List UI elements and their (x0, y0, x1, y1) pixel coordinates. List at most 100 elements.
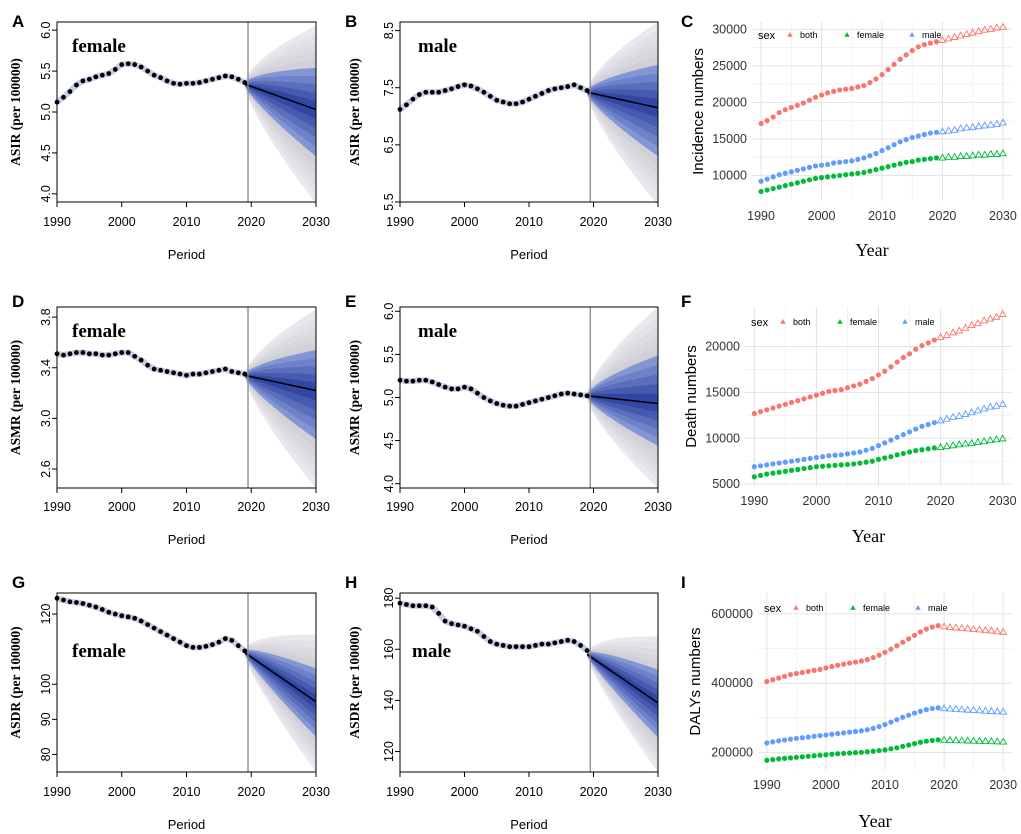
observed-point (820, 454, 826, 460)
x-tick-label: 2000 (451, 785, 479, 799)
observed-point (805, 734, 811, 740)
observed-point (909, 47, 915, 54)
observed-point (832, 462, 838, 468)
predicted-point (962, 151, 971, 160)
observed-point (906, 742, 912, 748)
observed-point (885, 145, 891, 151)
observed-point (864, 657, 870, 663)
observed-point (919, 447, 925, 453)
observed-point (876, 652, 882, 658)
predicted-point (980, 25, 989, 33)
observed-point (449, 386, 454, 392)
y-tick-label: 6.5 (382, 136, 396, 153)
legend-item-label: both (800, 30, 818, 40)
observed-point (870, 725, 876, 731)
observed-point (203, 78, 209, 84)
x-tick-label: 2010 (173, 215, 201, 229)
panel-i: I 1990 2000 2010 2020 2030 200000 400000 600000 Y… (681, 573, 1017, 831)
observed-point (770, 461, 776, 467)
observed-band (55, 60, 247, 105)
observed-point (795, 466, 801, 473)
panel-b: B 1990 2000 2010 2020 2030 5.5 6.5 7.5 8.5 Period A… (345, 12, 672, 262)
observed-point (882, 455, 888, 461)
y-tick-label: 90 (39, 712, 53, 726)
observed-point (442, 618, 448, 624)
predicted-point (987, 706, 996, 714)
observed-point (857, 381, 863, 387)
observed-point (423, 89, 429, 95)
forecast-band (587, 653, 658, 717)
observed-point (811, 667, 817, 673)
observed-point (900, 714, 906, 720)
observed-point (829, 751, 835, 757)
predicted-point (969, 705, 978, 713)
observed-point (119, 62, 125, 67)
observed-point (863, 459, 869, 465)
observed-point (917, 739, 924, 745)
observed-point (138, 618, 144, 624)
predicted-point (949, 412, 958, 420)
predicted-point (992, 401, 1001, 409)
observed-point (888, 746, 894, 752)
series-female (751, 434, 1007, 480)
y-tick-label: 20000 (712, 95, 747, 109)
observed-point (900, 743, 906, 750)
predicted-point (945, 622, 954, 630)
observed-point (858, 728, 864, 734)
observed-point (818, 92, 825, 98)
predicted-point (987, 626, 996, 634)
series-both (764, 622, 1008, 685)
y-tick-label: 5.0 (382, 389, 396, 406)
observed-point (770, 470, 776, 476)
x-axis-label: Year (852, 526, 885, 546)
observed-point (867, 153, 873, 159)
observed-point (805, 753, 811, 759)
predicted-point (950, 32, 959, 40)
panel-label: H (345, 573, 357, 592)
y-tick-label: 4.5 (39, 144, 53, 161)
predicted-point (999, 707, 1008, 715)
observed-point (906, 429, 913, 435)
observed-point (879, 147, 885, 154)
observed-point (813, 464, 820, 470)
observed-point (925, 446, 931, 452)
observed-point (500, 643, 506, 648)
predicted-point (973, 437, 982, 446)
x-tick-label: 2020 (930, 778, 958, 792)
predicted-point (986, 436, 995, 444)
observed-point (897, 161, 903, 167)
observed-point (863, 447, 869, 453)
observed-point (838, 462, 844, 468)
observed-point (921, 156, 927, 162)
observed-point (770, 174, 776, 180)
predicted-point (975, 736, 984, 744)
x-tick-label: 1990 (43, 215, 71, 229)
panel-g: G 1990 2000 2010 2020 2030 80 90 100 120 Period ASD… (8, 573, 330, 832)
observed-point (807, 465, 813, 471)
observed-point (882, 747, 888, 753)
panel-inline-title: female (72, 321, 126, 342)
observed-point (93, 74, 99, 80)
observed-point (909, 134, 915, 141)
predicted-point (992, 435, 1001, 443)
predicted-point (981, 625, 990, 634)
predicted-point (980, 436, 989, 445)
x-tick-label: 2000 (108, 785, 136, 799)
observed-point (416, 92, 422, 97)
observed-point (177, 81, 183, 87)
observed-point (449, 621, 454, 627)
y-tick-label: 140 (382, 690, 396, 711)
panel-inline-title: female (72, 36, 126, 57)
observed-point (151, 366, 157, 372)
observed-point (812, 163, 819, 169)
observed-point (494, 97, 500, 103)
observed-point (863, 378, 869, 384)
series-female (764, 735, 1008, 763)
observed-point (545, 395, 551, 400)
observed-point (913, 448, 919, 454)
predicted-point (998, 434, 1007, 442)
observed-point (927, 40, 933, 46)
observed-point (494, 401, 500, 406)
observed-point (404, 102, 409, 108)
observed-point (861, 82, 867, 89)
